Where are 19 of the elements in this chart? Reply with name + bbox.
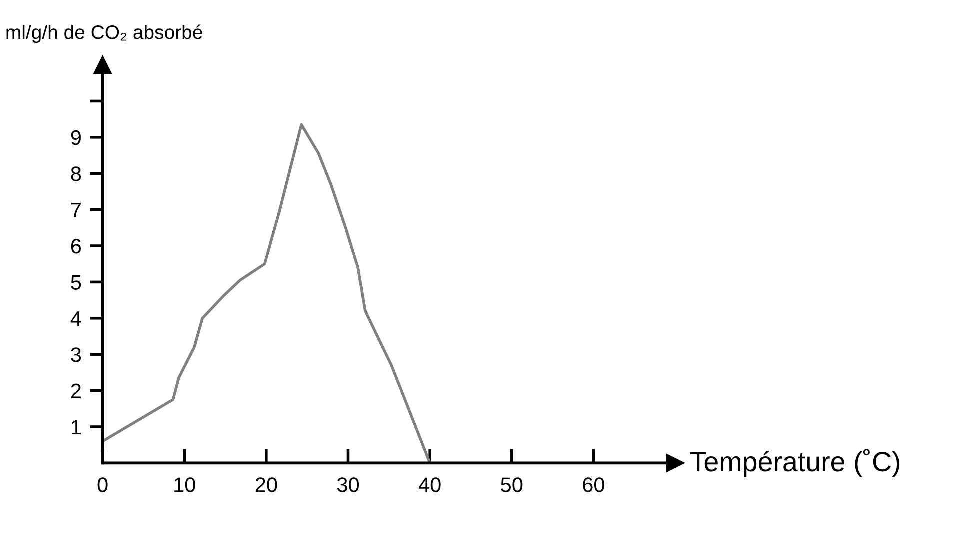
y-tick-label: 6	[71, 239, 82, 254]
x-tick-label: 50	[501, 478, 523, 492]
x-tick-label: 40	[418, 478, 441, 492]
x-tick-label: 20	[256, 478, 278, 492]
x-tick-label: 0	[98, 478, 108, 492]
line-series	[102, 123, 432, 464]
y-tick-label: 3	[71, 348, 82, 362]
y-tick-label: 9	[71, 130, 81, 146]
y-tick-label: 8	[71, 166, 82, 182]
y-tick-label: 4	[70, 312, 82, 326]
y-axis-title: ml/g/h de CO₂ absorbé	[6, 24, 202, 44]
x-tick-label: 10	[174, 478, 196, 492]
y-tick-label: 7	[71, 203, 81, 218]
x-tick-label: 30	[337, 478, 360, 492]
x-tick-label: 60	[583, 478, 604, 492]
x-axis-title: Température (˚C)	[690, 449, 900, 478]
y-tick-label: 5	[71, 275, 82, 290]
y-tick-label: 2	[71, 384, 81, 398]
y-tick-label: 1	[72, 420, 81, 435]
